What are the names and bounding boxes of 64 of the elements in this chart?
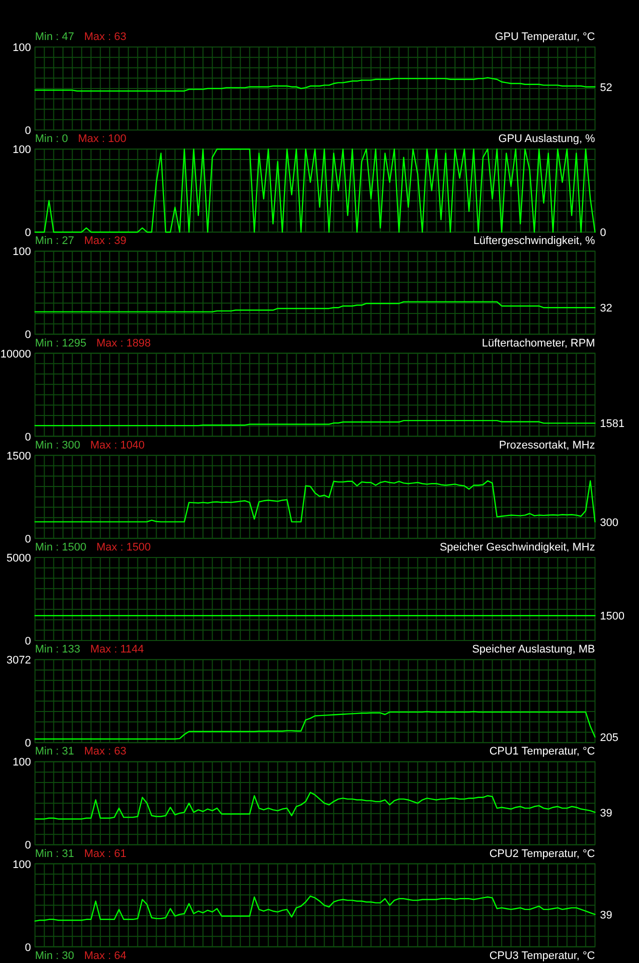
text: 300 (600, 516, 618, 529)
y-tick-label: 0 (24, 840, 31, 852)
text: 1581 (600, 418, 624, 430)
y-tick-label: 3072 (6, 654, 31, 667)
line-series (34, 792, 596, 820)
chart-title: Speicher Auslastung, MB (472, 644, 595, 656)
y-tick-label: 0 (24, 636, 31, 648)
text: Max : 1898 (96, 337, 151, 350)
y-tick-label: 0 (24, 227, 31, 240)
text: Min : 47 (35, 31, 74, 43)
y-tick-label: 100 (12, 858, 31, 871)
y-tick-label: 1500 (6, 450, 31, 462)
line-series (34, 896, 596, 922)
text: CPU3 Temperatur, °C (489, 950, 596, 962)
chart-title: GPU Temperatur, °C (494, 31, 596, 43)
line-series (34, 480, 596, 522)
text: 0 (600, 227, 606, 240)
text: Max : 1500 (96, 542, 151, 554)
text: Max : 63 (84, 746, 126, 758)
text: 205 (600, 732, 618, 744)
text: Min : 1500 (35, 542, 86, 554)
chart-title: CPU2 Temperatur, °C (489, 848, 596, 860)
text: Min : 1295 (35, 337, 86, 350)
text: Min : 31 (35, 746, 74, 758)
text: Max : 100 (78, 133, 126, 146)
chart-title: GPU Auslastung, % (498, 133, 596, 146)
y-tick-label: 0 (24, 738, 31, 750)
text: 32 (600, 302, 612, 315)
text: 1500 (600, 610, 624, 623)
y-tick-label: 0 (24, 533, 31, 546)
text: Min : 0 (35, 133, 68, 146)
text: Min : 133 (35, 644, 80, 656)
y-tick-label: 100 (12, 246, 31, 258)
text: 52 (600, 82, 612, 94)
line-series (34, 711, 596, 740)
y-tick-label: 0 (24, 125, 31, 137)
y-tick-label: 100 (12, 144, 31, 156)
chart-title: Prozessortakt, MHz (499, 439, 595, 452)
text: Max : 61 (84, 848, 126, 860)
y-tick-label: 0 (24, 942, 31, 954)
line-series (34, 77, 596, 92)
text: Max : 64 (84, 950, 126, 962)
y-tick-label: 0 (24, 431, 31, 444)
y-tick-label: 100 (12, 756, 31, 769)
text: Min : 31 (35, 848, 74, 860)
text: 39 (600, 909, 612, 922)
text: Max : 63 (84, 31, 126, 43)
y-tick-label: 100 (12, 42, 31, 54)
chart-title: Speicher Geschwindigkeit, MHz (440, 542, 595, 554)
text: Min : 30 (35, 950, 74, 962)
line-series (34, 148, 596, 233)
chart-title: CPU1 Temperatur, °C (489, 746, 596, 758)
chart-title: Lüftergeschwindigkeit, % (473, 235, 596, 248)
text: Max : 39 (84, 235, 126, 248)
text: 39 (600, 807, 612, 820)
line-series (34, 301, 596, 312)
y-tick-label: 0 (24, 329, 31, 342)
y-tick-label: 10000 (0, 348, 31, 360)
text: Max : 1040 (90, 439, 145, 452)
chart-title: Lüftertachometer, RPM (482, 337, 595, 350)
text: Min : 27 (35, 235, 74, 248)
text: Max : 1144 (90, 644, 144, 656)
y-tick-label: 5000 (6, 552, 31, 564)
text: Min : 300 (35, 439, 80, 452)
